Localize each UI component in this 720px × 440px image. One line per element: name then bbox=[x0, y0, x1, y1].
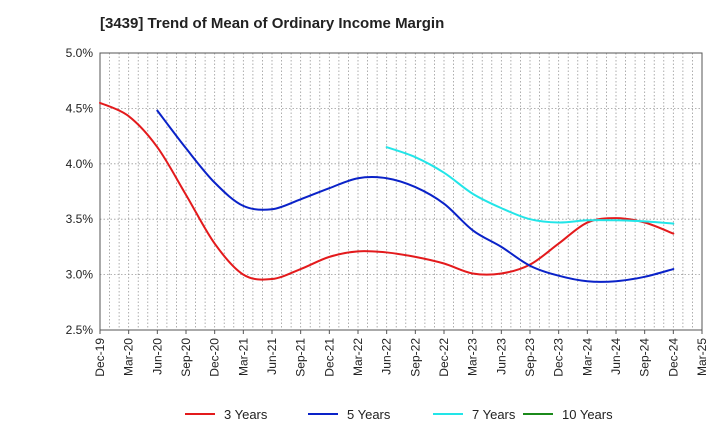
x-tick-label: Mar-20 bbox=[122, 338, 136, 376]
x-tick-label: Jun-20 bbox=[150, 338, 164, 375]
x-tick-label: Sep-24 bbox=[638, 338, 652, 377]
legend-label: 7 Years bbox=[472, 407, 516, 422]
y-tick-label: 4.0% bbox=[66, 157, 94, 171]
x-tick-label: Dec-20 bbox=[208, 338, 222, 377]
legend-label: 3 Years bbox=[224, 407, 268, 422]
x-tick-label: Sep-21 bbox=[294, 338, 308, 377]
chart-title: [3439] Trend of Mean of Ordinary Income … bbox=[100, 15, 445, 32]
x-tick-label: Mar-22 bbox=[351, 338, 365, 376]
y-tick-label: 3.5% bbox=[66, 212, 94, 226]
x-tick-label: Mar-24 bbox=[580, 338, 594, 376]
x-tick-label: Sep-22 bbox=[408, 338, 422, 377]
x-tick-label: Jun-22 bbox=[380, 338, 394, 375]
x-tick-label: Mar-21 bbox=[236, 338, 250, 376]
plot-frame bbox=[99, 52, 703, 331]
plot-area bbox=[100, 53, 702, 330]
x-tick-label: Dec-22 bbox=[437, 338, 451, 377]
series-line-7-years bbox=[385, 146, 675, 225]
y-tick-label: 4.5% bbox=[66, 101, 94, 115]
x-tick-label: Sep-23 bbox=[523, 338, 537, 377]
series-line-3-years bbox=[99, 101, 675, 281]
x-tick-label: Mar-25 bbox=[695, 338, 709, 376]
y-tick-label: 5.0% bbox=[66, 46, 94, 60]
y-tick-label: 2.5% bbox=[66, 323, 94, 337]
y-tick-label: 3.0% bbox=[66, 268, 94, 282]
x-tick-label: Dec-19 bbox=[93, 338, 107, 377]
x-tick-label: Dec-21 bbox=[322, 338, 336, 377]
x-tick-label: Mar-23 bbox=[466, 338, 480, 376]
x-tick-label: Dec-24 bbox=[666, 338, 680, 377]
x-tick-label: Jun-23 bbox=[494, 338, 508, 375]
x-tick-label: Sep-20 bbox=[179, 338, 193, 377]
legend-label: 5 Years bbox=[347, 407, 391, 422]
x-tick-label: Jun-21 bbox=[265, 338, 279, 375]
series-line-5-years bbox=[156, 109, 675, 283]
legend-label: 10 Years bbox=[562, 407, 613, 422]
x-tick-label: Jun-24 bbox=[609, 338, 623, 375]
x-tick-label: Dec-23 bbox=[552, 338, 566, 377]
